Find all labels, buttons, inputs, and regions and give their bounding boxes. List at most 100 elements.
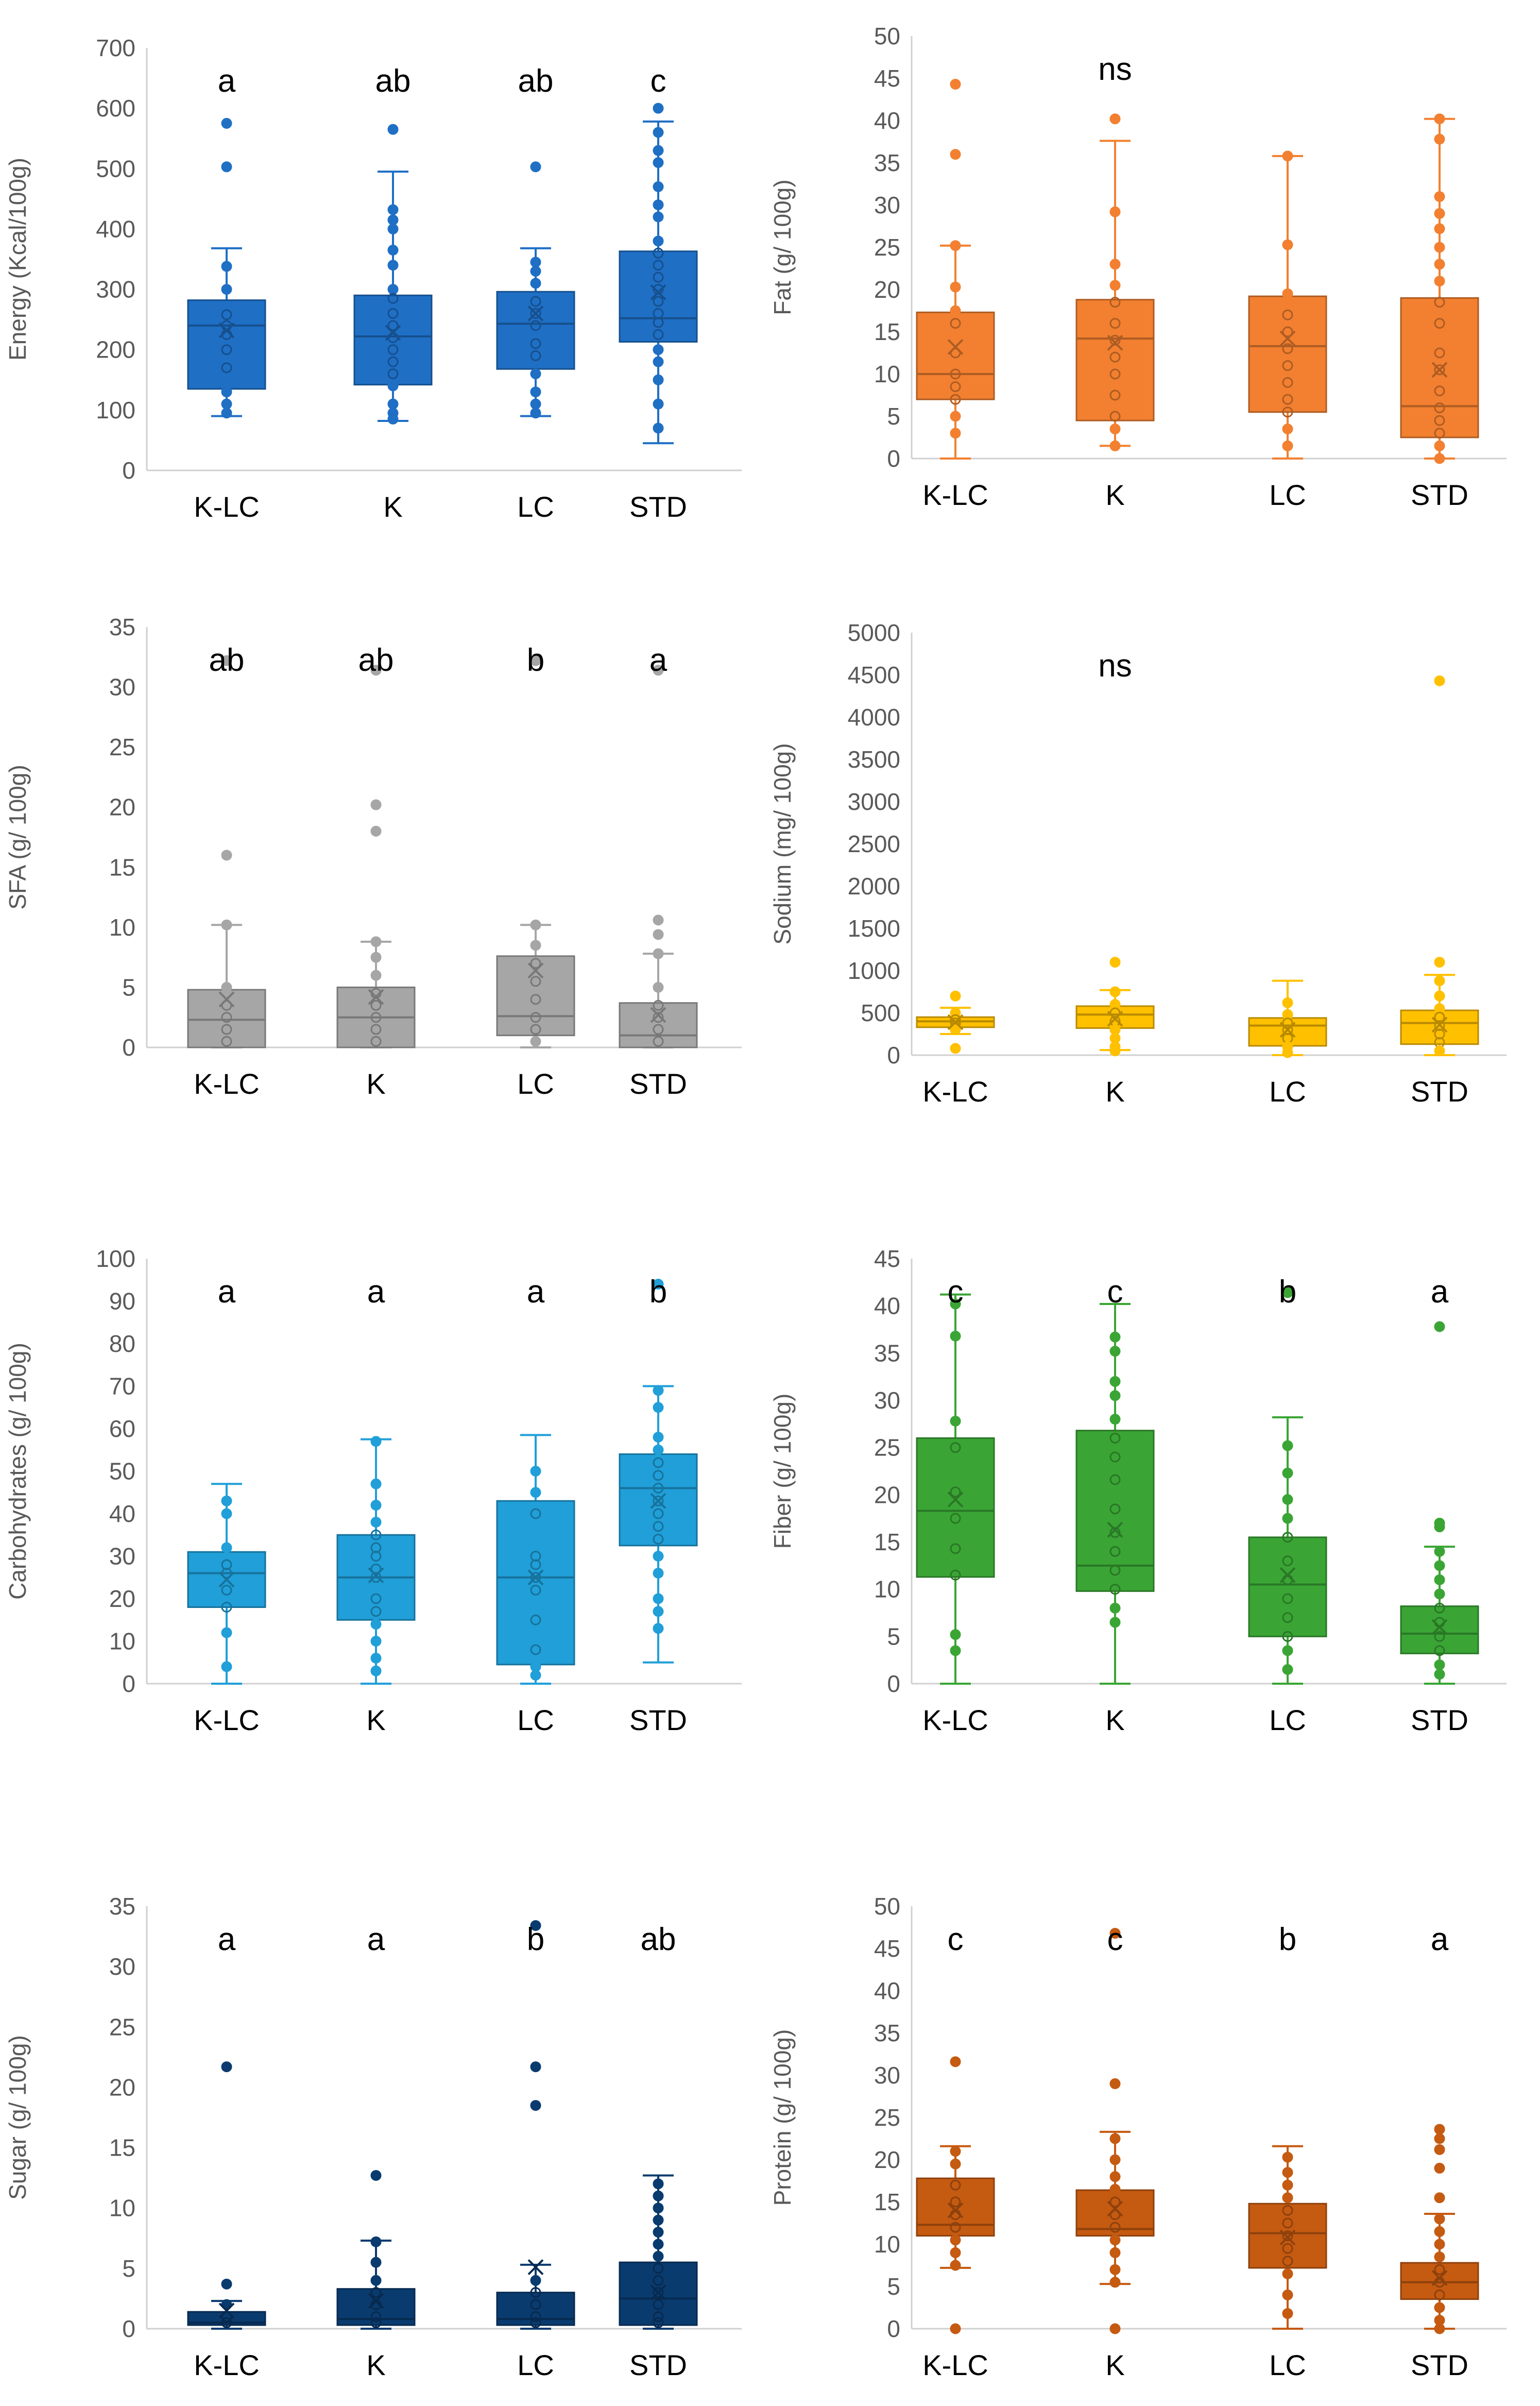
y-tick-label: 20 <box>109 794 135 821</box>
mean-marker <box>385 325 401 341</box>
data-point <box>1434 1560 1445 1571</box>
box-std <box>1400 675 1479 1057</box>
data-point <box>1109 986 1121 997</box>
significance-letter: a <box>367 1274 385 1310</box>
data-point <box>653 1534 664 1545</box>
significance-letter: ab <box>518 63 554 99</box>
data-point <box>1109 2183 1121 2195</box>
data-point <box>1282 2308 1293 2319</box>
category-label: K <box>383 490 402 523</box>
y-axis-label: Fiber (g/ 100g) <box>769 1394 796 1549</box>
data-point <box>370 825 382 837</box>
mean-marker <box>527 2259 544 2275</box>
data-point <box>1109 1331 1121 1343</box>
y-axis-label: Energy (Kcal/100g) <box>4 158 31 361</box>
mean-marker <box>947 339 964 355</box>
data-point <box>1109 1565 1121 1576</box>
data-point <box>530 655 541 666</box>
data-point <box>387 223 399 234</box>
data-point <box>1282 326 1293 337</box>
data-point <box>950 1629 961 1640</box>
data-point <box>950 381 961 393</box>
data-point <box>1282 1645 1293 1656</box>
y-axis-label: Sugar (g/ 100g) <box>4 2035 31 2200</box>
chart-panel-5: 0 10 20 30 40 50 60 70 80 90 100 Carbohydrates (g/ … <box>4 1245 742 1736</box>
mean-marker <box>1279 1567 1296 1583</box>
data-point <box>387 344 399 355</box>
box-std <box>1400 113 1479 464</box>
data-point <box>1434 990 1445 1002</box>
category-label: STD <box>629 2349 687 2381</box>
box-k-lc <box>187 1483 266 1685</box>
data-point <box>1434 2323 1445 2334</box>
y-tick-label: 35 <box>874 2020 900 2046</box>
data-point <box>653 2227 664 2238</box>
data-point <box>1109 2264 1121 2275</box>
data-point <box>653 1470 664 1481</box>
data-point <box>370 1036 382 1047</box>
y-tick-label: 5 <box>887 2273 900 2300</box>
data-point <box>1109 1584 1121 1595</box>
data-point <box>1109 1390 1121 1401</box>
category-label: LC <box>1269 1704 1306 1736</box>
significance-letter: ab <box>209 642 245 678</box>
y-tick-label: 25 <box>874 1434 900 1461</box>
data-point <box>370 1572 382 1583</box>
y-tick-label: 15 <box>109 854 135 880</box>
data-point <box>370 1500 382 1511</box>
data-point <box>221 655 232 666</box>
y-tick-label: 5000 <box>848 619 900 646</box>
data-point <box>530 1487 541 1498</box>
y-tick-label: 0 <box>887 1670 900 1697</box>
y-tick-label: 400 <box>96 215 135 242</box>
data-point <box>653 1432 664 1443</box>
data-point <box>653 1024 664 1035</box>
data-point <box>653 929 664 940</box>
data-point <box>1109 1045 1121 1057</box>
data-point <box>370 936 382 947</box>
y-tick-label: 25 <box>109 734 135 760</box>
y-tick-label: 500 <box>96 155 135 182</box>
data-point <box>1434 675 1445 686</box>
data-point <box>1282 2192 1293 2204</box>
significance-letter: b <box>649 1274 667 1310</box>
data-point <box>1109 2078 1121 2089</box>
data-point <box>1282 1009 1293 1020</box>
category-label: K-LC <box>194 2349 260 2381</box>
data-point <box>653 2239 664 2250</box>
data-point <box>530 1508 541 1519</box>
significance-letter: ab <box>358 642 394 678</box>
data-point <box>387 260 399 271</box>
mean-marker <box>650 1007 666 1023</box>
y-tick-label: 10 <box>109 914 135 941</box>
mean-marker <box>947 1492 964 1507</box>
data-point <box>1434 1645 1445 1656</box>
data-point <box>653 374 664 385</box>
box-lc <box>1248 979 1327 1058</box>
data-point <box>1282 423 1293 435</box>
data-point <box>653 157 664 168</box>
data-point <box>1109 389 1121 401</box>
data-point <box>1282 150 1293 162</box>
mean-marker <box>1107 1011 1123 1027</box>
data-point <box>387 244 399 256</box>
data-point <box>530 2061 541 2073</box>
data-point <box>1109 2277 1121 2288</box>
data-point <box>370 1636 382 1647</box>
data-point <box>530 408 541 419</box>
y-tick-label: 80 <box>109 1330 135 1357</box>
data-point <box>653 2299 664 2310</box>
y-tick-label: 15 <box>874 2189 900 2215</box>
data-point <box>370 665 382 676</box>
box-k <box>353 124 433 425</box>
data-point <box>530 2317 541 2328</box>
data-point <box>950 1645 961 1656</box>
y-tick-label: 30 <box>109 1543 135 1570</box>
data-point <box>387 284 399 295</box>
box-k <box>1075 113 1155 451</box>
data-point <box>387 380 399 392</box>
y-tick-label: 20 <box>874 1481 900 1508</box>
box-k-lc <box>187 655 266 1048</box>
y-tick-label: 600 <box>96 95 135 122</box>
category-label: LC <box>1269 2349 1306 2381</box>
